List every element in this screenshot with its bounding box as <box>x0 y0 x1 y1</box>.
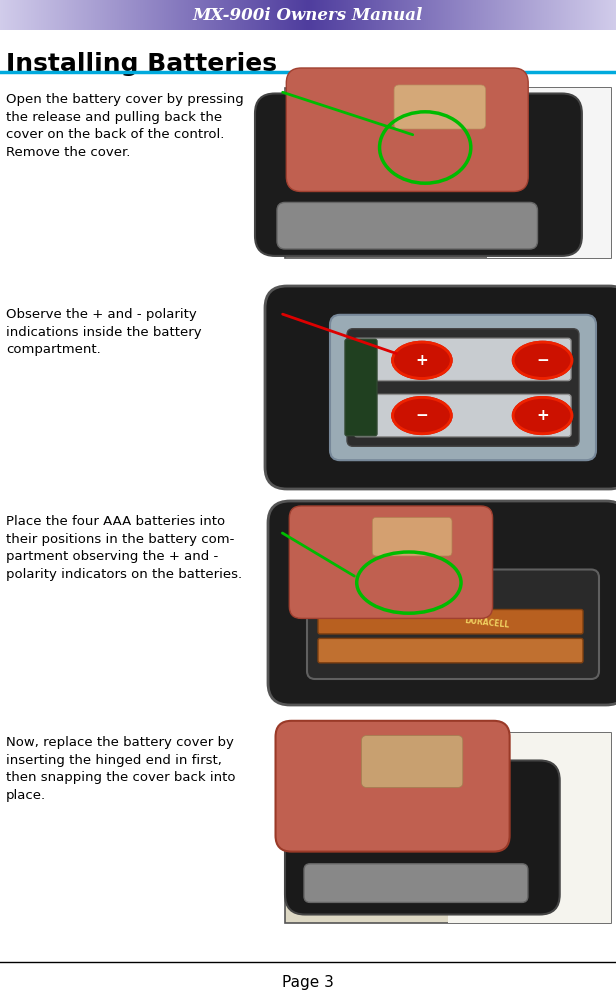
Text: Now, replace the battery cover by
inserting the hinged end in first,
then snappi: Now, replace the battery cover by insert… <box>6 736 235 802</box>
FancyBboxPatch shape <box>372 518 452 556</box>
FancyBboxPatch shape <box>330 315 596 460</box>
FancyBboxPatch shape <box>290 506 493 618</box>
FancyBboxPatch shape <box>285 733 611 923</box>
FancyBboxPatch shape <box>307 570 599 679</box>
Text: DURACELL: DURACELL <box>464 616 510 629</box>
Text: +: + <box>536 408 549 423</box>
FancyBboxPatch shape <box>265 286 616 489</box>
Text: Installing Batteries: Installing Batteries <box>6 52 277 76</box>
Text: MX-900i Owners Manual: MX-900i Owners Manual <box>193 6 423 23</box>
FancyBboxPatch shape <box>285 88 611 258</box>
FancyBboxPatch shape <box>347 329 579 446</box>
FancyBboxPatch shape <box>394 85 485 129</box>
Text: −: − <box>416 408 428 423</box>
FancyBboxPatch shape <box>448 733 611 923</box>
FancyBboxPatch shape <box>268 501 616 705</box>
FancyBboxPatch shape <box>285 761 560 915</box>
Text: +: + <box>416 353 428 368</box>
FancyBboxPatch shape <box>362 736 463 787</box>
FancyBboxPatch shape <box>285 518 611 688</box>
Text: Place the four AAA batteries into
their positions in the battery com-
partment o: Place the four AAA batteries into their … <box>6 515 242 581</box>
Ellipse shape <box>392 397 452 434</box>
FancyBboxPatch shape <box>286 68 528 192</box>
Text: −: − <box>536 353 549 368</box>
Text: Observe the + and - polarity
indications inside the battery
compartment.: Observe the + and - polarity indications… <box>6 308 201 356</box>
FancyBboxPatch shape <box>345 340 377 436</box>
Ellipse shape <box>513 342 572 379</box>
FancyBboxPatch shape <box>304 864 528 902</box>
FancyBboxPatch shape <box>275 721 509 851</box>
FancyBboxPatch shape <box>318 638 583 663</box>
FancyBboxPatch shape <box>354 394 571 437</box>
FancyBboxPatch shape <box>277 202 538 249</box>
FancyBboxPatch shape <box>285 603 611 688</box>
FancyBboxPatch shape <box>354 339 571 381</box>
FancyBboxPatch shape <box>487 88 611 258</box>
Text: Open the battery cover by pressing
the release and pulling back the
cover on the: Open the battery cover by pressing the r… <box>6 93 244 159</box>
FancyBboxPatch shape <box>255 93 582 256</box>
FancyBboxPatch shape <box>318 609 583 634</box>
Ellipse shape <box>513 397 572 434</box>
Text: Page 3: Page 3 <box>282 975 334 990</box>
Ellipse shape <box>392 342 452 379</box>
FancyBboxPatch shape <box>285 305 611 470</box>
